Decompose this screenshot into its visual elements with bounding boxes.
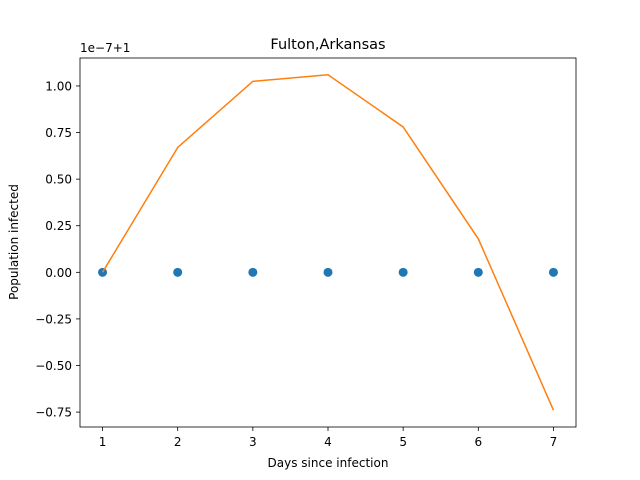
x-tick-label: 2 [174, 435, 182, 449]
data-point [323, 267, 333, 277]
plot-frame [79, 57, 577, 428]
x-tick-label: 5 [399, 435, 407, 449]
y-tick-label: 0.75 [45, 126, 72, 140]
y-tick-label: 0.50 [45, 173, 72, 187]
y-offset-label: 1e−7+1 [80, 41, 130, 55]
chart-title: Fulton,Arkansas [270, 37, 385, 53]
data-point [398, 267, 408, 277]
x-tick-label: 6 [474, 435, 482, 449]
x-tick-label: 3 [249, 435, 257, 449]
data-point [473, 267, 483, 277]
y-tick-label: 1.00 [45, 79, 72, 93]
y-axis-label: Population infected [7, 184, 21, 300]
plot-area [79, 57, 577, 428]
y-tick-label: 0.00 [45, 266, 72, 280]
y-tick-label: 0.25 [45, 219, 72, 233]
y-tick-label: −0.50 [35, 359, 72, 373]
y-tick-label: −0.75 [35, 406, 72, 420]
data-point [173, 267, 183, 277]
series-line-1 [101, 74, 555, 411]
x-tick-label: 4 [324, 435, 332, 449]
x-axis: 1 2 3 4 5 6 7 [99, 427, 558, 449]
data-point [548, 267, 558, 277]
data-point [248, 267, 258, 277]
y-axis: −0.75 −0.50 −0.25 0.00 0.25 0.50 0.75 1.00 [35, 79, 80, 420]
x-tick-label: 1 [99, 435, 107, 449]
y-tick-label: −0.25 [35, 312, 72, 326]
x-axis-label: Days since infection [268, 456, 389, 470]
x-tick-label: 7 [550, 435, 558, 449]
